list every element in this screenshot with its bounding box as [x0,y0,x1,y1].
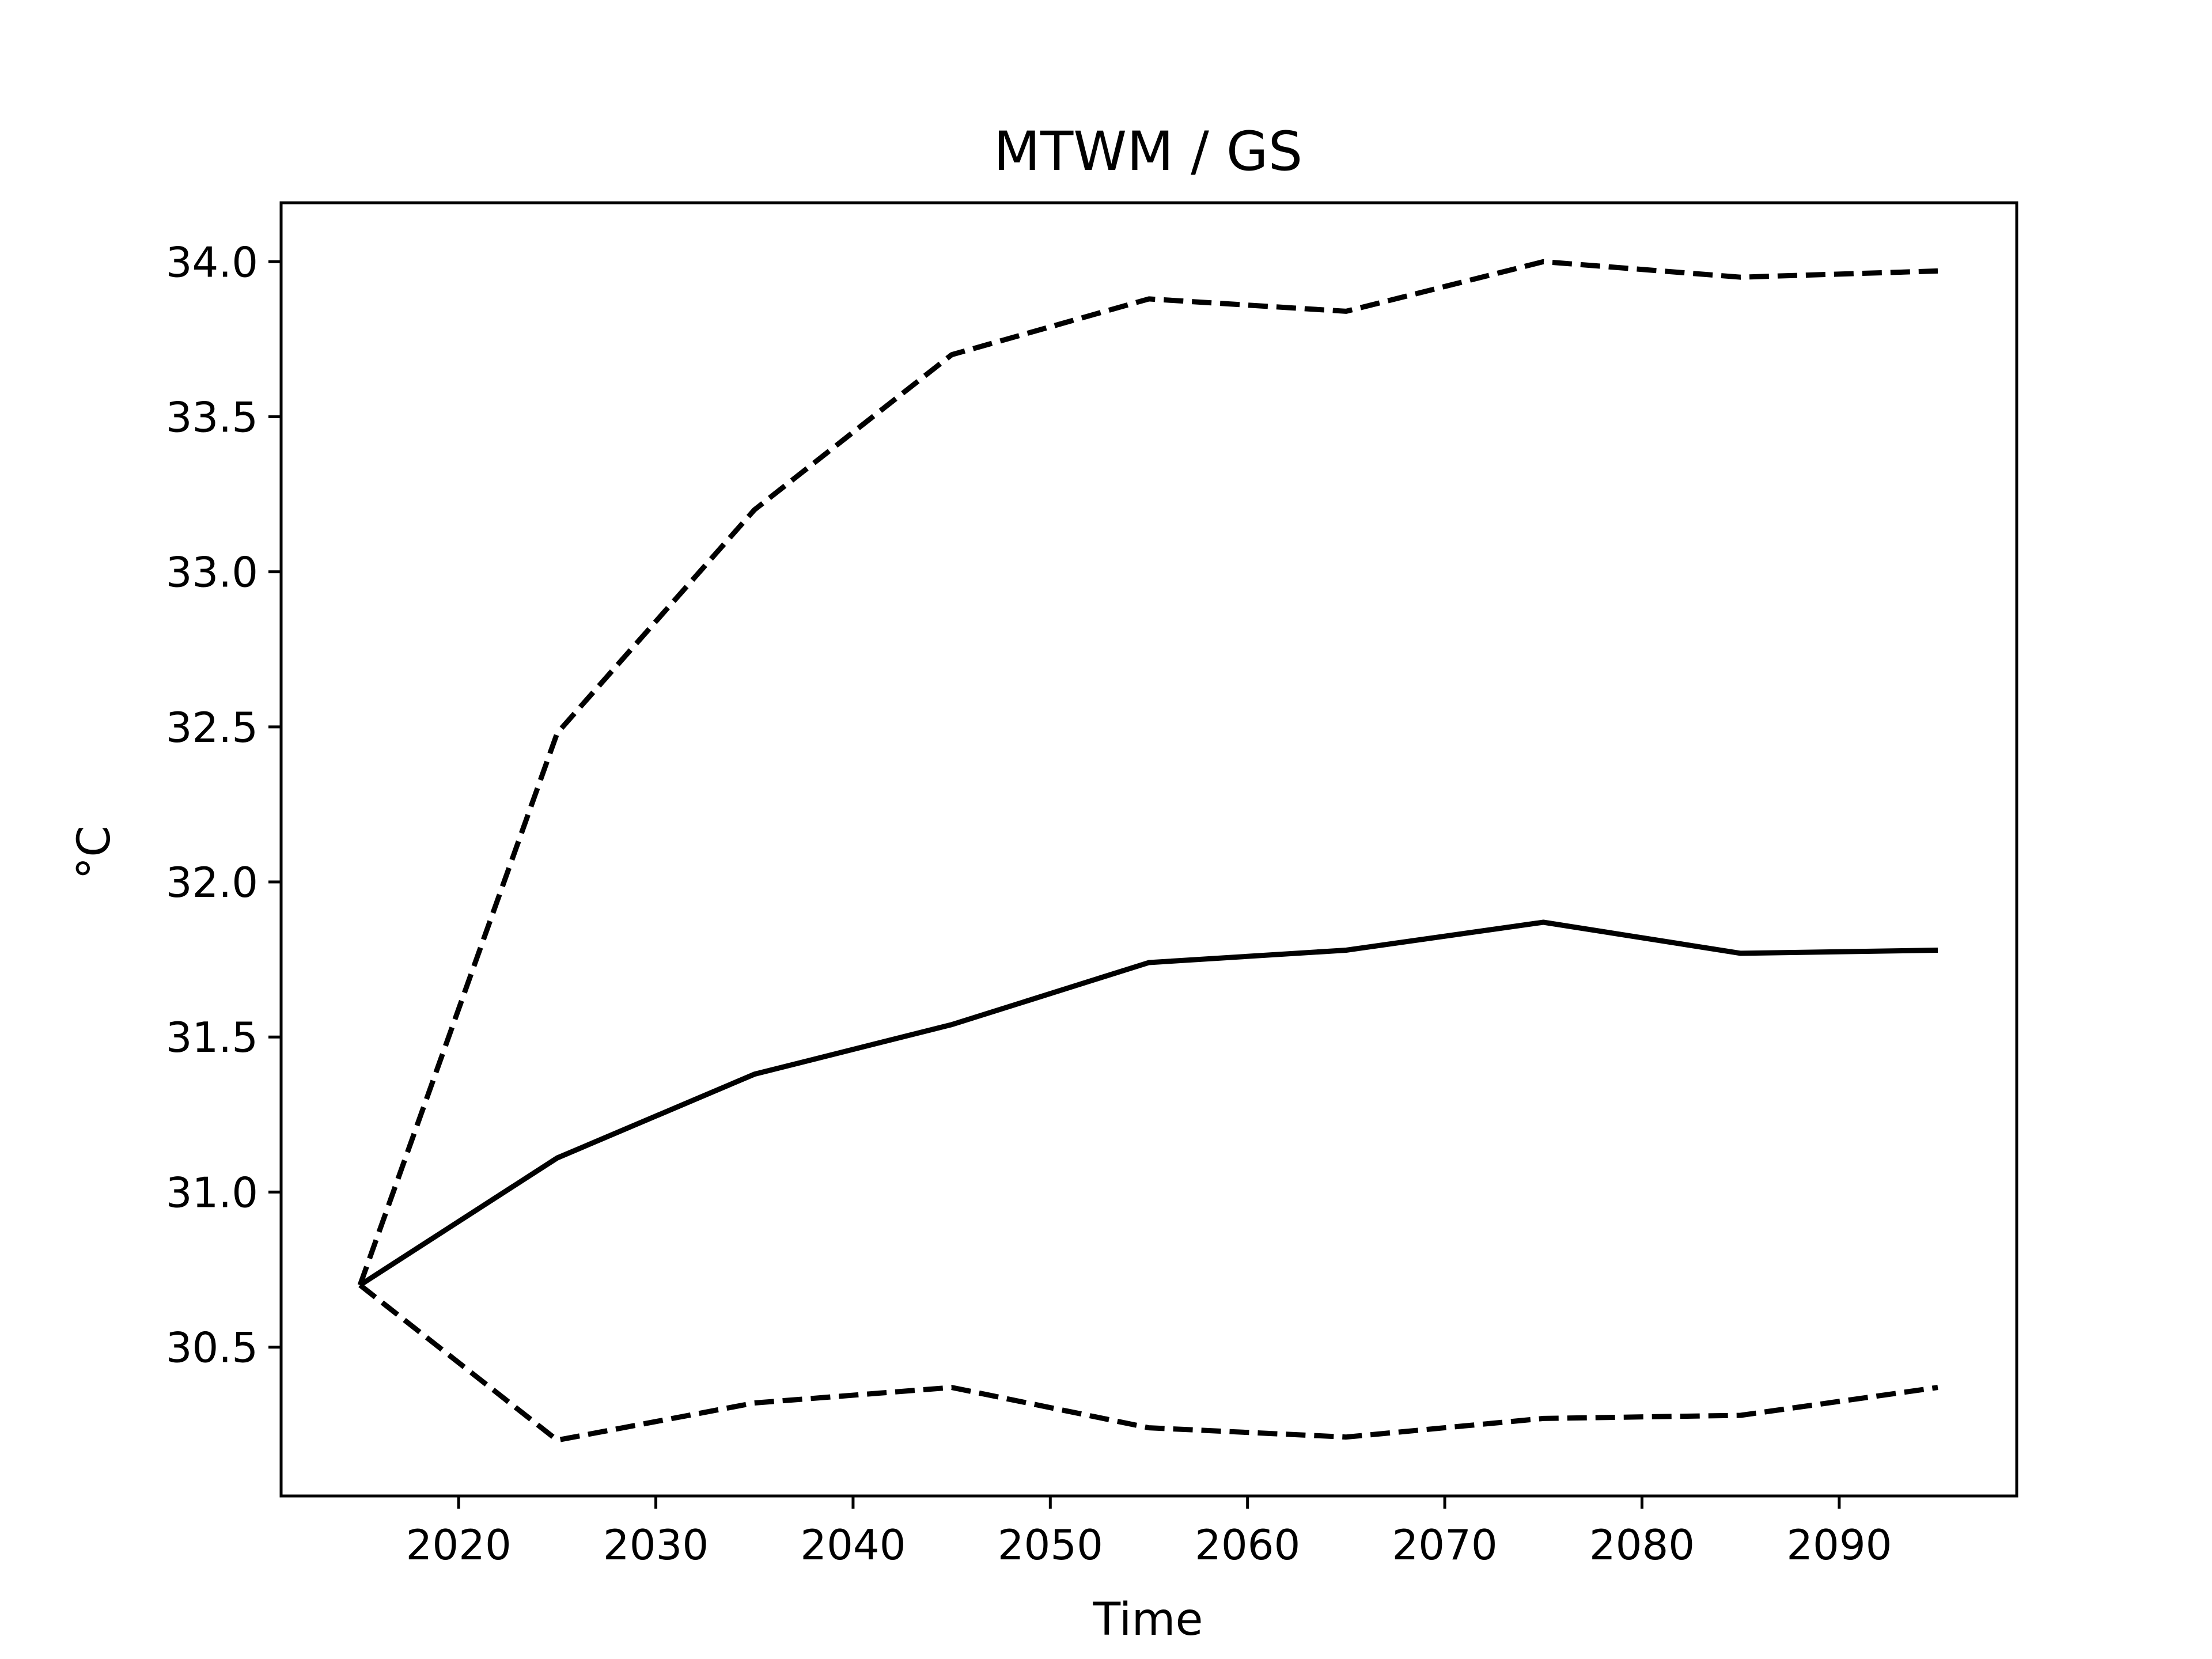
series-layer [357,259,1938,1443]
y-tick-label: 31.0 [166,1168,258,1217]
y-tick-label: 33.0 [166,548,258,597]
x-tick-label: 2070 [1392,1521,1497,1569]
x-axis-label: Time [1093,1594,1203,1646]
x-tick-label: 2090 [1786,1521,1892,1569]
x-tick-label: 2020 [406,1521,512,1569]
x-tick-label: 2050 [998,1521,1103,1569]
y-tick-label: 32.0 [166,858,258,907]
y-tick-label: 34.0 [166,238,258,286]
x-tick-label: 2080 [1589,1521,1695,1569]
y-tick-label: 31.5 [166,1013,258,1062]
chart-title: MTWM / GS [994,120,1303,183]
y-tick-label: 33.5 [166,393,258,441]
y-axis: 30.5 31.0 31.5 32.0 32.5 33.0 33.5 34.0 [166,238,281,1372]
y-axis-label: °C [69,825,120,879]
x-tick-label: 2030 [603,1521,709,1569]
x-axis: 2020 2030 2040 2050 2060 2070 2080 2090 [406,1496,1892,1569]
x-tick-label: 2060 [1195,1521,1300,1569]
y-tick-label: 32.5 [166,703,258,752]
y-tick-label: 30.5 [166,1324,258,1372]
series-line-1 [358,919,1938,1287]
plot-frame [279,201,2018,1498]
x-tick-label: 2040 [800,1521,906,1569]
series-line-2 [357,259,1938,1286]
series-line-0 [358,1283,1938,1443]
